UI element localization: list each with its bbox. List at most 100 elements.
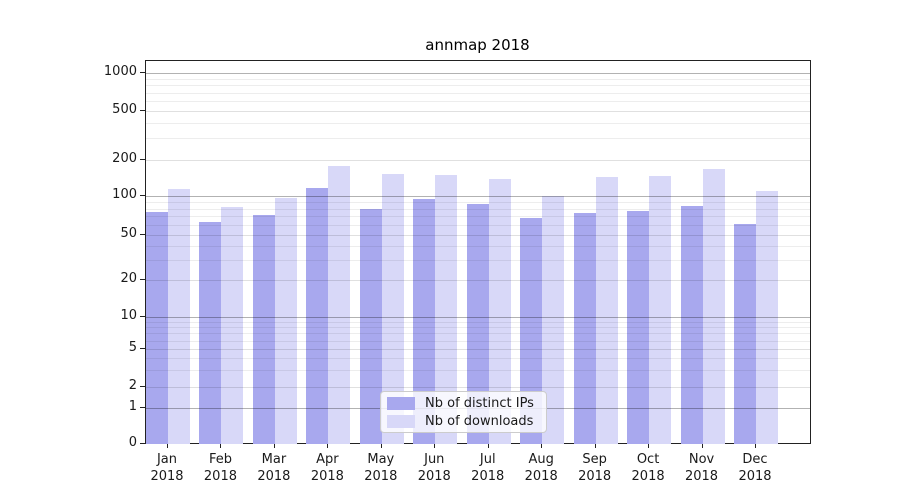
x-tick-mark [487,444,489,448]
x-tick-mark [648,444,650,448]
minor-gridline-y-9 [146,321,810,323]
minor-gridline-y-3 [146,370,810,372]
gridline-y-20 [146,280,810,281]
bar-distinct-ips [627,210,650,444]
y-tick-label: 1000 [103,64,137,79]
minor-gridline-y-400 [146,122,810,124]
bar-downloads [488,179,511,444]
y-tick-mark [140,386,145,387]
bar-downloads [435,175,458,444]
bar-distinct-ips [359,209,382,444]
bar-distinct-ips [733,223,756,444]
bar-distinct-ips [199,221,222,444]
minor-gridline-y-60 [146,224,810,226]
y-tick-mark [140,407,145,408]
y-tick-label: 50 [120,226,137,241]
minor-gridline-y-900 [146,78,810,80]
y-tick-label: 0 [128,435,137,450]
x-tick-mark [220,444,222,448]
x-tick-label: Dec 2018 [738,452,772,484]
x-tick-mark [701,444,703,448]
bar-distinct-ips [573,212,596,444]
y-tick-mark [140,348,145,349]
minor-gridline-y-7 [146,333,810,335]
legend: Nb of distinct IPs Nb of downloads [380,391,547,433]
x-tick-mark [434,444,436,448]
y-tick-mark [140,72,145,73]
y-tick-label: 2 [128,378,137,393]
bar-downloads [542,196,565,444]
x-tick-label: Aug 2018 [524,452,558,484]
y-tick-label: 5 [128,340,137,355]
minor-gridline-y-8 [146,327,810,329]
y-tick-mark [140,159,145,160]
x-tick-label: Sep 2018 [578,452,612,484]
minor-gridline-y-300 [146,138,810,140]
gridline-y-200 [146,160,810,161]
legend-swatch-distinct-ips [387,396,415,410]
minor-gridline-y-90 [146,201,810,203]
x-tick-mark [754,444,756,448]
bar-distinct-ips [680,205,703,444]
bar-distinct-ips [520,217,543,444]
minor-gridline-y-30 [146,260,810,262]
y-tick-mark [140,443,145,444]
x-tick-label: Feb 2018 [203,452,237,484]
gridline-y-2 [146,387,810,388]
x-tick-label: Jul 2018 [471,452,505,484]
bars-layer [146,61,810,444]
x-tick-label: Jun 2018 [417,452,451,484]
x-tick-label: Jan 2018 [150,452,184,484]
bar-distinct-ips [146,212,168,444]
y-tick-label: 500 [112,102,137,117]
chart-title: annmap 2018 [425,36,530,54]
grid-layer [146,61,810,443]
x-tick-mark [380,444,382,448]
x-tick-mark [327,444,329,448]
y-tick-label: 10 [120,308,137,323]
y-tick-mark [140,279,145,280]
y-tick-mark [140,110,145,111]
bar-downloads [381,174,404,444]
gridline-y-5 [146,349,810,350]
minor-gridline-y-40 [146,245,810,247]
x-tick-mark [594,444,596,448]
x-tick-label: Nov 2018 [684,452,719,484]
bar-distinct-ips [413,198,436,444]
minor-gridline-y-4 [146,358,810,360]
bar-downloads [755,190,778,444]
plot-area [145,60,811,444]
minor-gridline-y-700 [146,92,810,94]
x-tick-mark [167,444,168,448]
legend-item-downloads: Nb of downloads [387,414,540,429]
minor-gridline-y-600 [146,101,810,102]
legend-swatch-downloads [387,414,415,428]
x-tick-label: May 2018 [364,452,398,484]
bar-downloads [328,166,351,444]
bar-downloads [702,169,725,444]
y-tick-mark [140,234,145,235]
legend-label-distinct-ips: Nb of distinct IPs [425,395,534,411]
minor-gridline-y-800 [146,85,810,87]
bar-distinct-ips [466,203,489,444]
x-tick-mark [541,444,543,448]
legend-label-downloads: Nb of downloads [425,413,534,429]
bar-downloads [274,198,297,444]
x-tick-label: Oct 2018 [631,452,665,484]
gridline-y-100 [146,196,810,197]
gridline-y-10 [146,317,810,318]
minor-gridline-y-6 [146,340,810,342]
y-tick-mark [140,316,145,317]
bar-distinct-ips [306,187,329,444]
gridline-y-500 [146,111,810,112]
minor-gridline-y-70 [146,216,810,218]
bar-downloads [168,188,190,444]
gridline-y-1000 [146,73,810,74]
gridline-y-50 [146,235,810,236]
bar-downloads [221,207,244,444]
y-tick-label: 1 [128,399,137,414]
y-tick-mark [140,195,145,196]
bar-downloads [595,177,618,444]
legend-item-distinct-ips: Nb of distinct IPs [387,396,540,411]
x-tick-label: Mar 2018 [257,452,291,484]
